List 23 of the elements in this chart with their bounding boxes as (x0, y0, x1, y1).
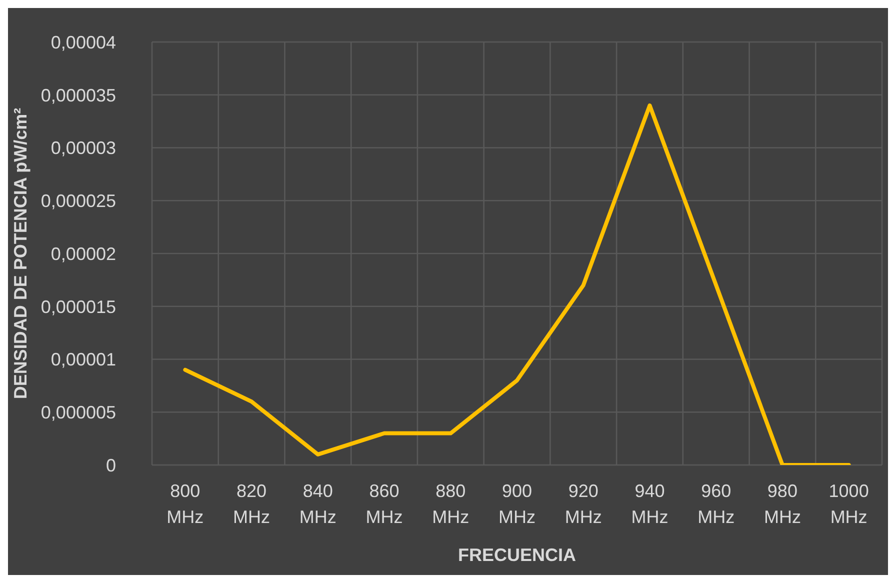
x-tick-label: 840 MHz (299, 481, 336, 527)
x-tick-label: 860 MHz (366, 481, 403, 527)
y-tick-label: 0,000025 (40, 191, 116, 212)
x-tick-label: 1000 MHz (828, 481, 869, 527)
y-tick-label: 0,00001 (50, 350, 116, 370)
x-tick-label: 960 MHz (698, 481, 735, 527)
y-tick-label: 0,00002 (50, 244, 116, 264)
x-tick-label: 880 MHz (432, 481, 470, 527)
y-tick-label: 0,000035 (40, 85, 116, 106)
line-series (183, 103, 851, 465)
x-tick-label: 920 MHz (564, 481, 602, 527)
y-tick-label: 0,00003 (50, 138, 116, 158)
x-tick-label: 980 MHz (764, 481, 801, 527)
x-tick-label: 800 MHz (166, 481, 204, 527)
y-tick-label: 0,00004 (50, 32, 116, 52)
y-tick-label: 0 (106, 455, 116, 476)
y-tick-label: 0,000005 (40, 402, 116, 423)
x-tick-label: 820 MHz (233, 481, 270, 527)
x-tick-label: 940 MHz (631, 481, 668, 527)
x-tick-label: 900 MHz (498, 481, 536, 527)
y-tick-label: 0,000015 (40, 296, 116, 317)
y-axis-title: DENSIDAD DE POTENCIA pW/cm² (10, 108, 30, 400)
x-axis-title: FRECUENCIA (458, 545, 576, 565)
